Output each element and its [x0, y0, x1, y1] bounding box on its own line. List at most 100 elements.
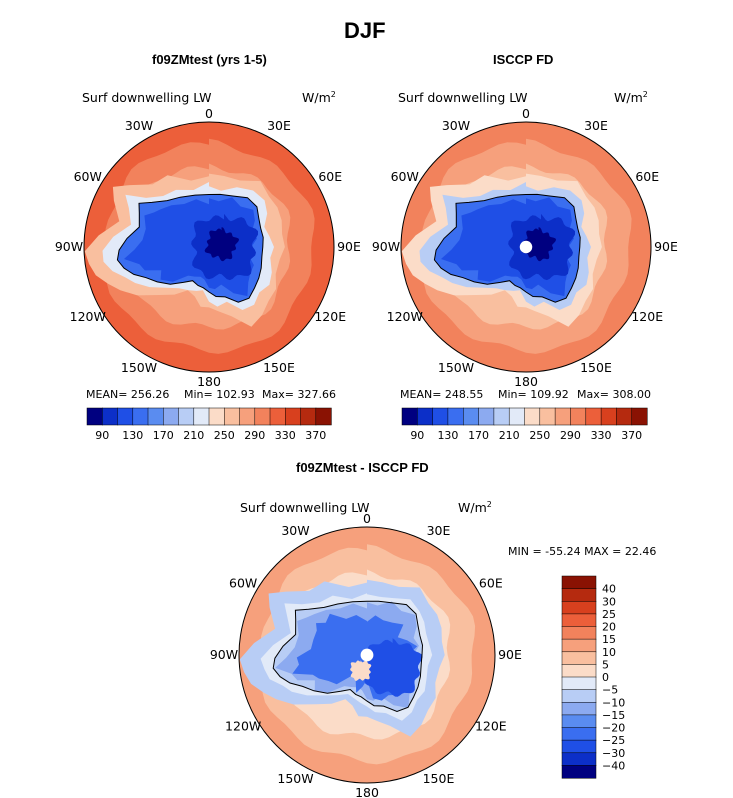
obs-colorbar-swatch: [417, 407, 434, 426]
model-lon-label: 150W: [121, 360, 157, 375]
obs-lon-label: 90E: [654, 239, 678, 254]
model-colorbar-tick: 210: [183, 429, 204, 442]
obs-colorbar-swatch: [401, 407, 418, 426]
diff-colorbar-swatch: [561, 752, 597, 766]
obs-colorbar-swatch: [508, 407, 526, 426]
diff-colorbar-swatch: [561, 638, 597, 653]
obs-colorbar-tick: 330: [591, 429, 612, 442]
model-units: W/m2: [302, 90, 336, 106]
obs-map: [400, 121, 652, 373]
diff-colorbar-swatch: [561, 765, 597, 779]
model-colorbar-tick: 170: [153, 429, 174, 442]
diff-lon-label: 0: [363, 511, 371, 526]
obs-colorbar-swatch: [447, 407, 464, 426]
obs-colorbar-swatch: [524, 407, 541, 426]
model-lon-label: 180: [197, 374, 221, 389]
obs-max: Max= 308.00: [577, 388, 651, 401]
model-lon-label: 30W: [125, 118, 153, 133]
diff-lon-label: 60W: [229, 576, 257, 591]
diff-lon-label: 120E: [475, 719, 507, 734]
model-lon-label: 0: [205, 106, 213, 121]
obs-field-label: Surf downwelling LW: [398, 90, 528, 105]
obs-lon-label: 90W: [372, 239, 400, 254]
diff-colorbar-swatch: [561, 676, 597, 691]
obs-min: Min= 109.92: [498, 388, 569, 401]
diff-colorbar-tick: 40: [602, 583, 616, 596]
diff-colorbar-tick: −30: [602, 747, 625, 760]
diff-colorbar-tick: 25: [602, 608, 616, 621]
obs-lon-label: 30W: [442, 118, 470, 133]
diff-colorbar-swatch: [561, 613, 597, 628]
obs-panel-title: ISCCP FD: [493, 52, 554, 67]
model-lon-label: 120E: [314, 309, 346, 324]
model-colorbar-swatch: [208, 407, 225, 426]
model-colorbar-tick: 250: [214, 429, 235, 442]
model-max: Max= 327.66: [262, 388, 336, 401]
model-field-label: Surf downwelling LW: [82, 90, 212, 105]
model-colorbar-swatch: [178, 407, 195, 426]
diff-minmax: MIN = -55.24 MAX = 22.46: [508, 545, 657, 558]
diff-colorbar-swatch: [561, 714, 597, 729]
obs-colorbar-tick: 250: [529, 429, 550, 442]
diff-colorbar-tick: −25: [602, 734, 625, 747]
obs-colorbar-swatch: [463, 407, 480, 426]
model-land-core: [204, 227, 240, 262]
diff-lon-label: 30W: [281, 523, 309, 538]
diff-colorbar-tick: 20: [602, 621, 616, 634]
diff-lon-label: 90W: [210, 647, 238, 662]
obs-colorbar-tick: 130: [437, 429, 458, 442]
model-lon-label: 90E: [337, 239, 361, 254]
diff-land-warm: [350, 660, 372, 681]
model-min: Min= 102.93: [184, 388, 255, 401]
diff-units: W/m2: [458, 500, 492, 516]
model-colorbar-tick: 90: [95, 429, 109, 442]
diff-map: [238, 526, 496, 784]
model-colorbar: [86, 407, 332, 426]
obs-pole-hole: [519, 240, 533, 254]
model-panel-title: f09ZMtest (yrs 1-5): [152, 52, 267, 67]
diff-colorbar-swatch: [561, 689, 597, 703]
diff-colorbar-tick: 30: [602, 595, 616, 608]
page-title: DJF: [344, 18, 386, 43]
obs-land-core: [521, 227, 557, 262]
diff-colorbar-tick: 0: [602, 671, 609, 684]
diff-colorbar-swatch: [561, 727, 597, 741]
diff-colorbar-swatch: [561, 702, 597, 716]
model-colorbar-swatch: [86, 407, 103, 426]
diff-colorbar-swatch: [561, 626, 597, 640]
obs-lon-label: 150W: [438, 360, 474, 375]
diff-panel-title: f09ZMtest - ISCCP FD: [296, 460, 429, 475]
obs-colorbar-swatch: [493, 407, 510, 426]
obs-colorbar-swatch: [585, 407, 602, 426]
obs-units: W/m2: [614, 90, 648, 106]
diff-pole-hole: [360, 648, 374, 662]
model-colorbar-swatch: [285, 407, 302, 426]
obs-lon-label: 120W: [387, 309, 423, 324]
model-mean: MEAN= 256.26: [86, 388, 170, 401]
obs-lon-label: 150E: [580, 360, 612, 375]
model-lon-label: 150E: [263, 360, 295, 375]
diff-colorbar-tick: −10: [602, 696, 625, 709]
diff-lon-label: 30E: [427, 523, 451, 538]
model-lon-label: 60E: [318, 169, 342, 184]
diff-lon-label: 120W: [225, 719, 261, 734]
model-lon-label: 60W: [74, 169, 102, 184]
diff-colorbar-tick: −15: [602, 709, 625, 722]
diff-lon-label: 60E: [479, 576, 503, 591]
obs-colorbar-swatch: [616, 407, 633, 426]
diff-lon-label: 150E: [423, 771, 455, 786]
model-colorbar-swatch: [254, 407, 271, 426]
diff-colorbar-tick: −40: [602, 759, 625, 772]
diff-lon-label: 150W: [277, 771, 313, 786]
diff-map-border: [238, 526, 496, 784]
diff-colorbar-swatch: [561, 739, 597, 754]
obs-coastline: [433, 193, 581, 303]
model-lon-label: 120W: [70, 309, 106, 324]
obs-colorbar-tick: 170: [468, 429, 489, 442]
obs-colorbar-swatch: [478, 407, 495, 426]
obs-colorbar-swatch: [600, 407, 617, 426]
diff-colorbar: [561, 575, 597, 779]
diff-colorbar-tick: −20: [602, 722, 625, 735]
model-colorbar-swatch: [102, 407, 119, 426]
